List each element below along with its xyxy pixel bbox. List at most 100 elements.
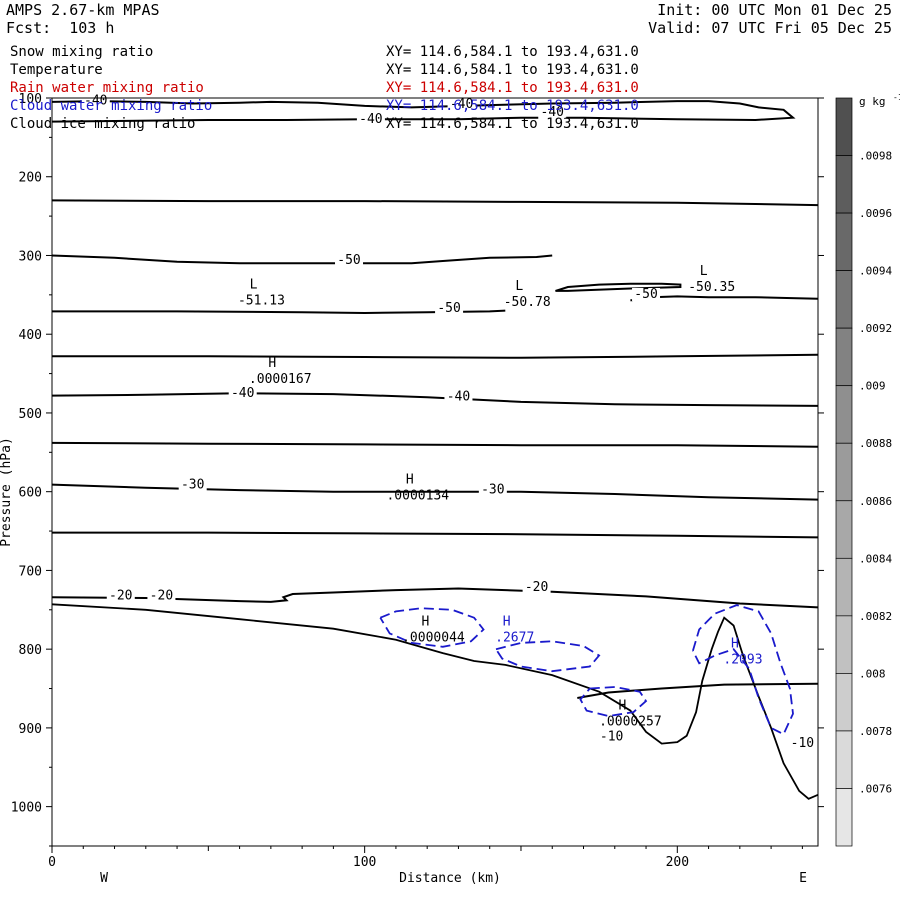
y-tick-label: 400 xyxy=(19,328,42,343)
contour-label-bg xyxy=(538,106,567,120)
isotherm-minus50-upper xyxy=(52,254,553,265)
extremum-letter: L xyxy=(515,279,523,294)
colorbar-label: .009 xyxy=(859,380,886,393)
colorbar-label: .0098 xyxy=(859,150,892,163)
field-name-cloud-water: Cloud water mixing ratio xyxy=(10,98,213,114)
contour-label: -30 xyxy=(481,482,504,497)
extremum-value: .2093 xyxy=(723,652,762,667)
isotherm-538 xyxy=(52,441,818,448)
init-time: Init: 00 UTC Mon 01 Dec 25 xyxy=(657,1,892,19)
isotherm-minus40-top xyxy=(52,100,796,123)
isotherm-minus20 xyxy=(52,587,818,609)
contour-label-bg xyxy=(178,478,207,492)
contour-label: -40 xyxy=(359,112,382,127)
contour-label-bg xyxy=(228,387,257,401)
contour-label-bg xyxy=(447,98,476,112)
colorbar-box xyxy=(835,155,853,214)
extremum-value: .0000044 xyxy=(402,630,465,645)
colorbar-label: .0082 xyxy=(859,610,892,623)
contour-label: -40 xyxy=(84,93,107,108)
extremum-letter: H xyxy=(406,473,414,488)
contour-label-bg xyxy=(435,302,464,316)
colorbar-box xyxy=(835,385,853,444)
y-tick-label: 600 xyxy=(19,486,42,501)
contour-label: -20 xyxy=(150,589,173,604)
colorbar-box xyxy=(835,788,853,847)
field-name-snow: Snow mixing ratio xyxy=(10,44,154,60)
contour-label-bg xyxy=(147,589,176,603)
contour-label: -40 xyxy=(450,97,473,112)
x-axis-label: Distance (km) xyxy=(399,871,501,886)
field-xy-rain: XY= 114.6,584.1 to 193.4,631.0 xyxy=(386,80,639,96)
contour-label: -20 xyxy=(525,580,548,595)
field-xy-cloud-water: XY= 114.6,584.1 to 193.4,631.0 xyxy=(386,98,639,114)
isotherm-minus50-cell xyxy=(555,282,682,292)
field-name-temperature: Temperature xyxy=(10,62,103,78)
forecast-hour: Fcst: 103 h xyxy=(6,19,115,37)
contour-label-bg xyxy=(632,287,661,301)
isotherm-minus30 xyxy=(52,483,818,501)
model-title: AMPS 2.67-km MPAS xyxy=(6,1,160,19)
colorbar-box xyxy=(835,442,853,502)
contour-label: -10 xyxy=(791,736,814,751)
contour-label-bg xyxy=(522,580,551,594)
colorbar-box xyxy=(835,97,853,156)
colorbar-box xyxy=(835,270,853,329)
y-axis-label: Pressure (hPa) xyxy=(0,437,14,547)
extremum-letter: H xyxy=(422,614,430,629)
contour-label-bg xyxy=(597,730,626,744)
colorbar-box xyxy=(835,730,853,789)
extremum-letter: H xyxy=(618,699,626,714)
colorbar-box xyxy=(835,500,853,559)
cloud-water-cell-2 xyxy=(495,640,601,673)
y-tick-label: 800 xyxy=(19,643,42,658)
isotherm-minus10 xyxy=(577,682,818,699)
colorbar-label: .0088 xyxy=(859,437,892,450)
colorbar-label: .0096 xyxy=(859,207,892,220)
colorbar-box xyxy=(835,557,853,617)
contour-label: -50 xyxy=(437,301,460,316)
field-name-cloud-ice: Cloud ice mixing ratio xyxy=(10,116,196,132)
plot-frame xyxy=(51,97,819,847)
colorbar-box xyxy=(835,212,853,271)
colorbar-unit-exponent: -1 xyxy=(893,93,900,102)
extremum-letter: H xyxy=(731,636,739,651)
isotherm-minus40-mid xyxy=(52,392,818,407)
extremum-value: .0000257 xyxy=(599,715,662,730)
colorbar-label: .0078 xyxy=(859,725,892,738)
contour-label-bg xyxy=(106,589,135,603)
contour-label: -20 xyxy=(109,589,132,604)
extremum-value: -50.35 xyxy=(688,280,735,295)
extremum-value: .2677 xyxy=(495,630,534,645)
colorbar-unit: g kg xyxy=(859,95,886,108)
contour-label-bg xyxy=(335,254,364,268)
contour-label: -50 xyxy=(634,287,657,302)
extremum-value: .0000134 xyxy=(386,489,449,504)
y-tick-label: 300 xyxy=(19,249,42,264)
endpoint-west: W xyxy=(100,871,108,886)
endpoint-east: E xyxy=(799,871,807,886)
contour-label-bg xyxy=(444,390,473,404)
x-tick-label: 0 xyxy=(48,855,56,870)
contour-label-bg xyxy=(788,736,817,750)
colorbar-label: .0084 xyxy=(859,552,892,565)
contour-label: -40 xyxy=(541,105,564,120)
extremum-value: -50.78 xyxy=(504,295,551,310)
extremum-value: -51.13 xyxy=(238,293,285,308)
cloud-water-cell-4 xyxy=(692,604,794,736)
colorbar-box xyxy=(835,673,853,732)
y-tick-label: 900 xyxy=(19,722,42,737)
valid-time: Valid: 07 UTC Fri 05 Dec 25 xyxy=(648,19,892,37)
y-tick-label: 700 xyxy=(19,564,42,579)
isotherm-650 xyxy=(52,531,818,539)
isotherm-230 xyxy=(52,199,818,207)
extremum-letter: H xyxy=(503,614,511,629)
contour-label-bg xyxy=(356,113,385,127)
field-xy-cloud-ice: XY= 114.6,584.1 to 193.4,631.0 xyxy=(386,116,639,132)
contour-label: -10 xyxy=(600,729,623,744)
isotherm-430 xyxy=(52,353,818,359)
y-tick-label: 1000 xyxy=(11,801,42,816)
contour-label: -50 xyxy=(337,253,360,268)
contour-label: -30 xyxy=(181,478,204,493)
